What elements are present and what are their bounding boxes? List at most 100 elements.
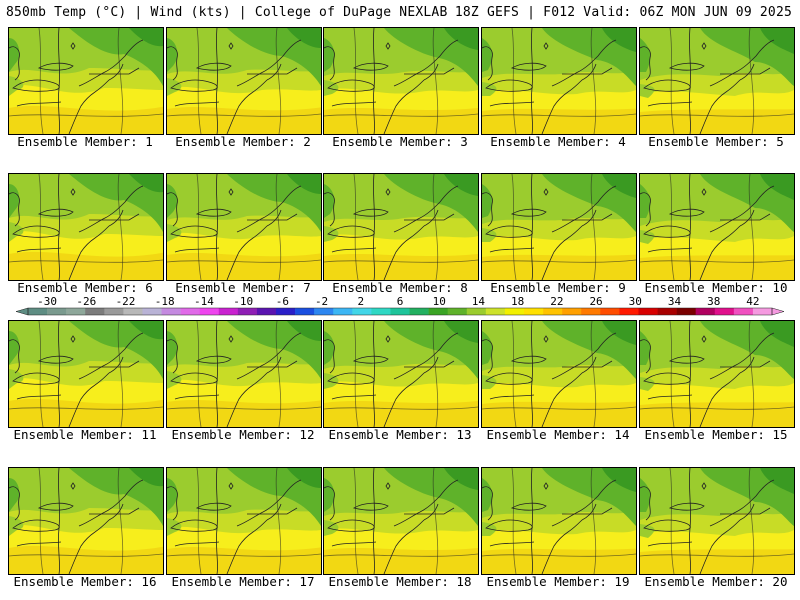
colorbar-tick-label: 34 [668,296,682,308]
colorbar-segment [752,308,773,315]
model-valid-time: 18Z GEFS | F012 Valid: 06Z MON JUN 09 20… [454,5,792,20]
ensemble-map-panel [323,320,479,428]
ensemble-member-label: Ensemble Member: 3 [332,134,468,149]
colorbar-tick-label: 22 [550,296,563,308]
colorbar-segment [695,308,716,315]
temperature-map [9,321,163,427]
colorbar-segment [180,308,200,315]
colorbar-segment [85,308,105,315]
ensemble-map-panel [639,27,795,135]
colorbar-tick-label: 14 [472,296,486,308]
ensemble-member-label: Ensemble Member: 7 [175,280,311,295]
temperature-map [482,174,636,280]
colorbar-tick-label: -10 [233,296,253,308]
colorbar-segment [199,308,220,315]
temperature-map [640,321,794,427]
colorbar-tick-label: -30 [37,296,57,308]
ensemble-map-panel [323,173,479,281]
colorbar-max-arrow [771,307,785,316]
colorbar-segment [333,308,353,315]
colorbar-tick-label: -18 [155,296,175,308]
colorbar-segment [733,308,754,315]
temperature-map [482,321,636,427]
ensemble-map-panel [8,467,164,575]
colorbar-segment [47,308,67,315]
ensemble-map-panel [639,173,795,281]
temperature-map [324,28,478,134]
ensemble-map-panel [639,320,795,428]
colorbar-min-arrow [15,307,29,316]
ensemble-map-panel [8,320,164,428]
colorbar-segment [562,308,582,315]
ensemble-member-label: Ensemble Member: 11 [13,427,157,442]
ensemble-map-panel [481,320,637,428]
ensemble-member-label: Ensemble Member: 14 [486,427,630,442]
ensemble-member-label: Ensemble Member: 6 [17,280,153,295]
temperature-map [324,468,478,574]
temperature-map [167,468,321,574]
colorbar-segment [390,308,410,315]
colorbar-tick-label: 42 [746,296,759,308]
colorbar-segment [142,308,162,315]
temperature-map [324,321,478,427]
colorbar-segment [371,308,391,315]
colorbar-segment [218,308,239,315]
colorbar-segment [504,308,525,315]
ensemble-member-label: Ensemble Member: 10 [644,280,788,295]
ensemble-map-panel [481,173,637,281]
colorbar-segment [237,308,258,315]
temperature-map [9,28,163,134]
colorbar-tick-label: -2 [315,296,328,308]
ensemble-member-label: Ensemble Member: 18 [328,574,472,589]
colorbar-segment [543,308,563,315]
temperature-colorbar: -30 -26 -22 -18 -14 -10 -6 -2 2 6 10 14 18 22 26 30 34 38… [15,296,785,316]
temperature-map [9,174,163,280]
ensemble-map-panel [323,467,479,575]
ensemble-member-label: Ensemble Member: 13 [328,427,472,442]
ensemble-member-label: Ensemble Member: 1 [17,134,153,149]
colorbar-tick-label: -26 [76,296,96,308]
colorbar-segment [161,308,181,315]
colorbar-tick-label: 18 [511,296,524,308]
ensemble-map-panel [166,467,322,575]
ensemble-map-panel [8,173,164,281]
colorbar-segment [714,308,735,315]
temperature-map [167,28,321,134]
temperature-map [9,468,163,574]
temperature-map [167,321,321,427]
ensemble-map-panel [166,320,322,428]
colorbar-segment [256,308,277,315]
ensemble-map-panel [639,467,795,575]
colorbar-segment [28,308,48,315]
ensemble-member-label: Ensemble Member: 19 [486,574,630,589]
colorbar-segment [447,308,468,315]
temperature-map [324,174,478,280]
colorbar-segment [314,308,334,315]
colorbar-tick-label: 6 [397,296,404,308]
colorbar-segment [657,308,677,315]
colorbar-segment [295,308,315,315]
colorbar-tick-label: 30 [629,296,642,308]
colorbar-segment [638,308,658,315]
colorbar-segment [352,308,372,315]
temperature-map [482,28,636,134]
ensemble-map-panel [8,27,164,135]
temperature-map [482,468,636,574]
ensemble-map-panel [166,27,322,135]
colorbar-tick-label: 38 [707,296,720,308]
ensemble-member-label: Ensemble Member: 2 [175,134,311,149]
ensemble-member-label: Ensemble Member: 9 [490,280,626,295]
colorbar-segment [600,308,620,315]
colorbar-tick-label: -14 [194,296,214,308]
colorbar-segment [619,308,639,315]
colorbar-tick-label: -6 [276,296,289,308]
ensemble-member-label: Ensemble Member: 16 [13,574,157,589]
temperature-map [167,174,321,280]
ensemble-member-label: Ensemble Member: 15 [644,427,788,442]
temperature-map [640,468,794,574]
temperature-map [640,174,794,280]
colorbar-segment [676,308,696,315]
colorbar-tick-label: -22 [116,296,136,308]
ensemble-member-label: Ensemble Member: 5 [648,134,784,149]
